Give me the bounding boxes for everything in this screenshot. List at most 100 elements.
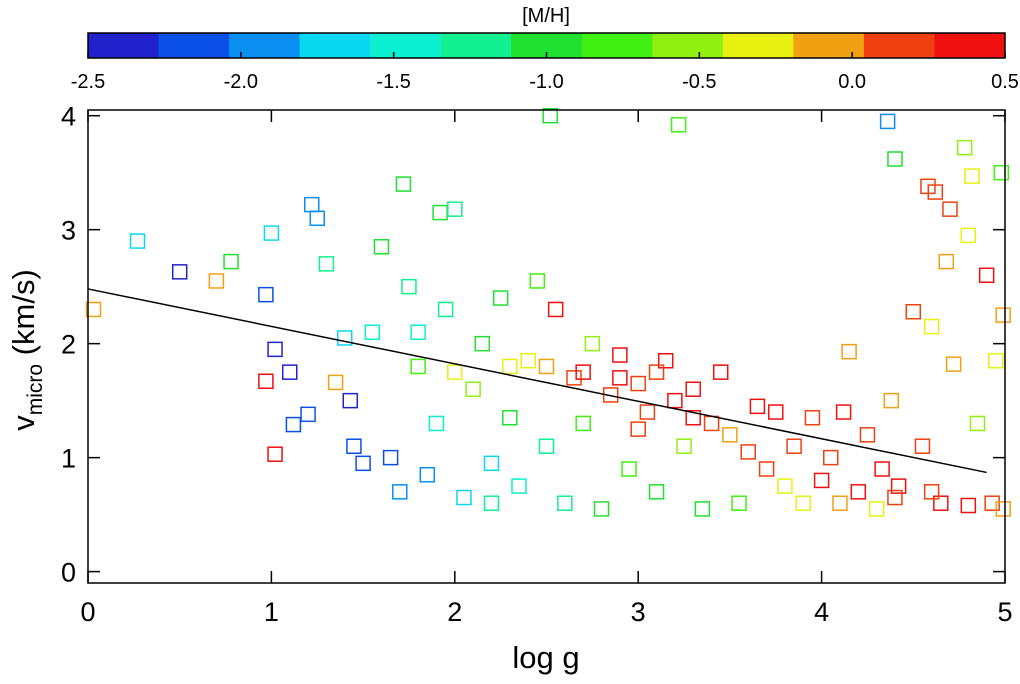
point	[584, 335, 601, 352]
point	[630, 375, 646, 392]
point	[938, 253, 955, 270]
point	[749, 398, 766, 415]
point	[538, 438, 555, 454]
point	[382, 449, 399, 466]
point	[395, 176, 412, 192]
colorbar-tick-label: 0.5	[991, 71, 1019, 93]
point	[777, 478, 793, 494]
point	[566, 370, 582, 386]
point	[502, 358, 518, 375]
point	[988, 352, 1004, 369]
fit-line	[87, 288, 987, 474]
point	[786, 438, 802, 454]
colorbar-band	[793, 33, 865, 58]
point	[942, 201, 958, 217]
y-label-sub: micro	[24, 364, 47, 415]
point	[300, 406, 316, 423]
point	[483, 495, 500, 511]
point	[648, 364, 665, 380]
point	[657, 352, 674, 369]
point	[670, 117, 687, 133]
point	[85, 301, 102, 318]
point	[768, 404, 784, 420]
point	[575, 364, 591, 380]
colorbar-band	[229, 33, 301, 58]
point	[474, 335, 491, 352]
point	[832, 495, 848, 511]
point	[538, 358, 555, 375]
point	[978, 267, 995, 284]
point	[956, 139, 973, 156]
point	[621, 461, 637, 477]
point	[401, 278, 417, 295]
plot-frame	[87, 109, 1006, 584]
colorbar-band	[934, 33, 1006, 58]
point	[432, 204, 448, 221]
point	[890, 478, 907, 494]
point	[502, 409, 518, 426]
colorbar-tick-label: -1.0	[529, 71, 563, 93]
point	[676, 438, 692, 454]
point	[346, 438, 362, 454]
point	[879, 113, 896, 130]
colorbar-tick-label: -2.0	[224, 71, 258, 93]
point	[993, 164, 1010, 181]
point	[465, 381, 481, 397]
y-tick-label: 0	[61, 558, 76, 588]
point	[685, 409, 701, 426]
point	[722, 427, 738, 443]
x-tick-label: 2	[447, 597, 462, 627]
y-tick-label: 2	[61, 330, 76, 360]
colorbar-tick-label: -2.5	[71, 71, 105, 93]
point	[258, 286, 274, 303]
point	[593, 501, 610, 517]
point	[887, 151, 903, 167]
point	[392, 484, 408, 500]
y-label-main: v	[6, 415, 41, 431]
y-label-space	[6, 355, 41, 364]
colorbar-band	[581, 33, 653, 58]
point	[267, 446, 283, 462]
point	[557, 495, 573, 511]
x-tick-label: 5	[997, 597, 1012, 627]
point	[492, 290, 509, 306]
point	[281, 364, 298, 380]
point	[575, 415, 591, 432]
point	[639, 404, 656, 420]
y-label-unit: (km/s)	[6, 269, 41, 355]
point	[923, 318, 940, 335]
point	[529, 273, 546, 289]
x-tick-label: 3	[631, 597, 646, 627]
colorbar-band	[440, 33, 512, 58]
point	[984, 495, 1000, 511]
colorbar-label: [M/H]	[522, 5, 570, 27]
x-axis-label: log g	[512, 640, 579, 675]
point	[914, 438, 931, 454]
point	[373, 239, 390, 255]
point	[995, 501, 1011, 517]
point	[612, 370, 628, 386]
colorbar-tick-label: 0.0	[838, 71, 866, 93]
y-tick-label: 3	[61, 216, 76, 246]
point	[258, 373, 274, 390]
point	[547, 301, 564, 318]
point	[685, 381, 701, 397]
colorbar-tick-label: -0.5	[682, 71, 716, 93]
point	[410, 358, 426, 375]
point	[694, 501, 711, 517]
point	[447, 201, 463, 217]
point	[285, 416, 302, 433]
point	[874, 461, 890, 477]
point	[859, 427, 876, 443]
point	[933, 495, 949, 511]
point	[630, 421, 646, 437]
y-tick-label: 1	[61, 444, 76, 474]
point	[804, 409, 821, 426]
point	[223, 253, 239, 270]
point	[318, 256, 335, 272]
point	[612, 347, 628, 363]
point	[969, 415, 986, 432]
point	[868, 501, 885, 517]
point	[542, 107, 558, 124]
